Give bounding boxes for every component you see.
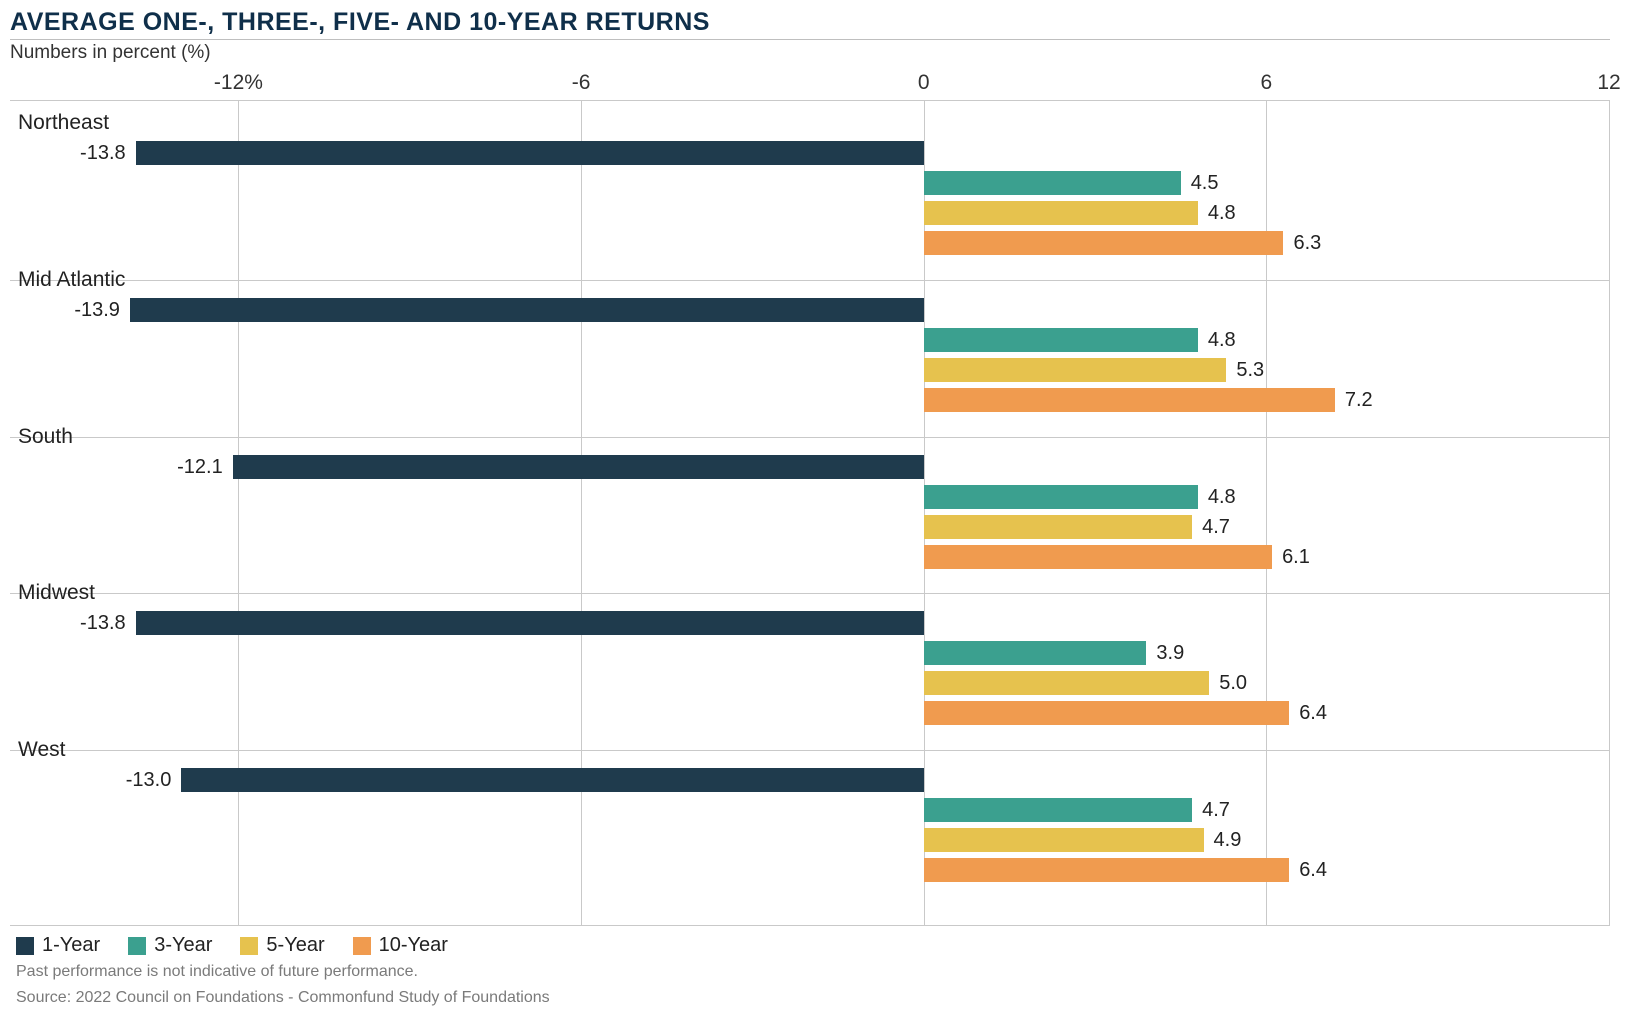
legend-label: 3-Year <box>154 934 212 957</box>
gridline <box>1609 101 1610 925</box>
group-separator <box>10 437 1609 438</box>
value-label: 5.3 <box>1236 358 1264 382</box>
legend-label: 1-Year <box>42 934 100 957</box>
value-label: 5.0 <box>1219 671 1247 695</box>
value-label: 4.8 <box>1208 201 1236 225</box>
bar <box>181 768 923 792</box>
chart-legend: 1-Year 3-Year 5-Year 10-Year <box>10 934 1610 957</box>
legend-item: 3-Year <box>128 934 212 957</box>
bar <box>924 798 1192 822</box>
legend-swatch <box>353 937 371 955</box>
returns-bar-chart: -12%-60612Northeast-13.84.54.86.3Mid Atl… <box>10 100 1610 926</box>
legend-swatch <box>128 937 146 955</box>
group-separator <box>10 750 1609 751</box>
value-label: -13.9 <box>74 298 120 322</box>
category-label: South <box>18 425 73 449</box>
bar <box>924 201 1198 225</box>
chart-title: AVERAGE ONE-, THREE-, FIVE- AND 10-YEAR … <box>10 8 1610 40</box>
bar <box>924 701 1289 725</box>
value-label: -13.8 <box>80 611 126 635</box>
gridline <box>1266 101 1267 925</box>
value-label: 6.3 <box>1293 231 1321 255</box>
category-label: Midwest <box>18 581 95 605</box>
category-label: Mid Atlantic <box>18 268 125 292</box>
bar <box>924 858 1289 882</box>
value-label: 6.4 <box>1299 858 1327 882</box>
x-tick-label: 12 <box>1597 71 1620 95</box>
bar <box>924 545 1272 569</box>
category-label: West <box>18 738 65 762</box>
x-tick-label: 6 <box>1261 71 1273 95</box>
legend-swatch <box>16 937 34 955</box>
bar <box>130 298 924 322</box>
bar <box>924 671 1210 695</box>
bar <box>924 231 1284 255</box>
bar <box>924 328 1198 352</box>
value-label: 6.1 <box>1282 545 1310 569</box>
value-label: 4.7 <box>1202 798 1230 822</box>
value-label: -12.1 <box>177 455 223 479</box>
bar <box>136 141 924 165</box>
legend-item: 1-Year <box>16 934 100 957</box>
value-label: 4.5 <box>1191 171 1219 195</box>
group-separator <box>10 593 1609 594</box>
disclaimer-text: Past performance is not indicative of fu… <box>10 961 1610 983</box>
value-label: 3.9 <box>1156 641 1184 665</box>
bar <box>924 171 1181 195</box>
bar <box>924 828 1204 852</box>
value-label: 4.9 <box>1214 828 1242 852</box>
legend-label: 5-Year <box>266 934 324 957</box>
value-label: 6.4 <box>1299 701 1327 725</box>
legend-swatch <box>240 937 258 955</box>
bar <box>136 611 924 635</box>
value-label: 4.8 <box>1208 328 1236 352</box>
chart-subtitle: Numbers in percent (%) <box>10 42 1610 64</box>
legend-item: 5-Year <box>240 934 324 957</box>
bar <box>924 485 1198 509</box>
bar <box>924 388 1335 412</box>
bar <box>233 455 924 479</box>
x-tick-label: 0 <box>918 71 930 95</box>
value-label: 4.8 <box>1208 485 1236 509</box>
x-tick-label: -6 <box>572 71 591 95</box>
value-label: 7.2 <box>1345 388 1373 412</box>
legend-label: 10-Year <box>379 934 448 957</box>
bar <box>924 358 1227 382</box>
value-label: 4.7 <box>1202 515 1230 539</box>
category-label: Northeast <box>18 111 109 135</box>
bar <box>924 641 1147 665</box>
source-text: Source: 2022 Council on Foundations - Co… <box>10 987 1610 1009</box>
legend-item: 10-Year <box>353 934 448 957</box>
value-label: -13.0 <box>126 768 172 792</box>
value-label: -13.8 <box>80 141 126 165</box>
gridline <box>238 101 239 925</box>
x-tick-label: -12% <box>214 71 263 95</box>
bar <box>924 515 1192 539</box>
group-separator <box>10 280 1609 281</box>
gridline <box>581 101 582 925</box>
